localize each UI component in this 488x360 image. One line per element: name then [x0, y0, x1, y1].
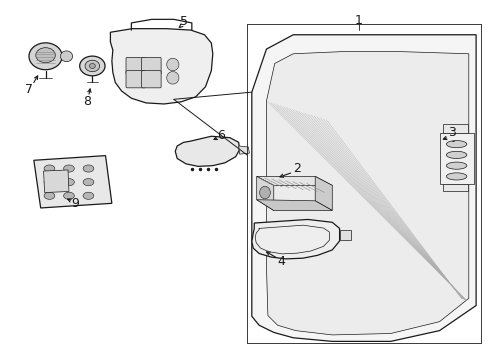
Polygon shape	[110, 29, 212, 104]
Ellipse shape	[446, 173, 466, 180]
Ellipse shape	[83, 165, 94, 172]
Polygon shape	[339, 230, 350, 240]
Polygon shape	[443, 184, 467, 191]
Ellipse shape	[44, 192, 55, 199]
Text: 5: 5	[180, 15, 188, 28]
Ellipse shape	[446, 162, 466, 169]
Ellipse shape	[83, 192, 94, 199]
Polygon shape	[251, 35, 475, 341]
Text: 8: 8	[83, 95, 91, 108]
Polygon shape	[34, 156, 112, 208]
Polygon shape	[256, 176, 331, 185]
Ellipse shape	[166, 72, 179, 84]
Polygon shape	[256, 200, 331, 211]
Ellipse shape	[61, 51, 73, 62]
Polygon shape	[43, 170, 69, 193]
Ellipse shape	[36, 48, 55, 63]
Text: 7: 7	[25, 83, 33, 96]
FancyBboxPatch shape	[126, 71, 145, 88]
Text: 4: 4	[277, 255, 285, 268]
Ellipse shape	[80, 56, 105, 76]
Ellipse shape	[44, 165, 55, 172]
Text: 3: 3	[447, 126, 455, 139]
Text: 9: 9	[71, 197, 79, 210]
FancyBboxPatch shape	[126, 57, 145, 75]
FancyBboxPatch shape	[142, 71, 161, 88]
Polygon shape	[439, 134, 473, 184]
Polygon shape	[443, 125, 467, 134]
Ellipse shape	[63, 165, 74, 172]
Ellipse shape	[259, 186, 270, 199]
Polygon shape	[256, 176, 273, 211]
Ellipse shape	[63, 179, 74, 186]
FancyBboxPatch shape	[142, 57, 161, 75]
Text: 2: 2	[293, 162, 301, 175]
Polygon shape	[266, 51, 468, 335]
Polygon shape	[175, 136, 239, 166]
Ellipse shape	[85, 60, 100, 72]
Ellipse shape	[89, 63, 95, 68]
Ellipse shape	[166, 58, 179, 71]
Text: 1: 1	[354, 14, 362, 27]
Ellipse shape	[446, 151, 466, 158]
Polygon shape	[315, 176, 331, 211]
Ellipse shape	[83, 179, 94, 186]
Ellipse shape	[446, 140, 466, 148]
Ellipse shape	[44, 179, 55, 186]
Ellipse shape	[63, 192, 74, 199]
Text: 6: 6	[217, 129, 224, 142]
Ellipse shape	[29, 43, 62, 70]
Polygon shape	[238, 146, 249, 154]
Polygon shape	[251, 220, 339, 259]
